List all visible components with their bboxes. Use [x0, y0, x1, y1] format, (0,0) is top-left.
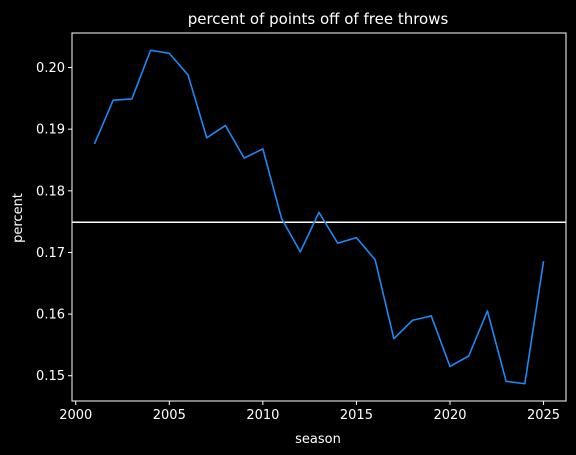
x-tick-label: 2025 [527, 408, 560, 423]
x-tick-label: 2020 [433, 408, 466, 423]
chart-title: percent of points off of free throws [188, 10, 449, 28]
x-tick-label: 2000 [59, 408, 92, 423]
y-tick-label: 0.20 [36, 61, 65, 76]
y-tick-label: 0.15 [36, 369, 65, 384]
x-tick-label: 2015 [340, 408, 373, 423]
series-line [93, 49, 545, 385]
y-tick-label: 0.16 [36, 308, 65, 323]
y-tick-label: 0.18 [36, 184, 65, 199]
y-tick-label: 0.19 [36, 123, 65, 138]
plot-frame [71, 32, 567, 402]
x-axis-label: season [295, 432, 341, 447]
axis-ticks: 2000 2005 2010 2015 2020 2025 0.15 0.16 0.17 0.18… [36, 61, 560, 423]
x-tick-label: 2005 [153, 408, 186, 423]
y-tick-label: 0.17 [36, 246, 65, 261]
plot-layer [71, 32, 567, 402]
x-tick-label: 2010 [246, 408, 279, 423]
y-axis-label: percent [11, 193, 26, 243]
